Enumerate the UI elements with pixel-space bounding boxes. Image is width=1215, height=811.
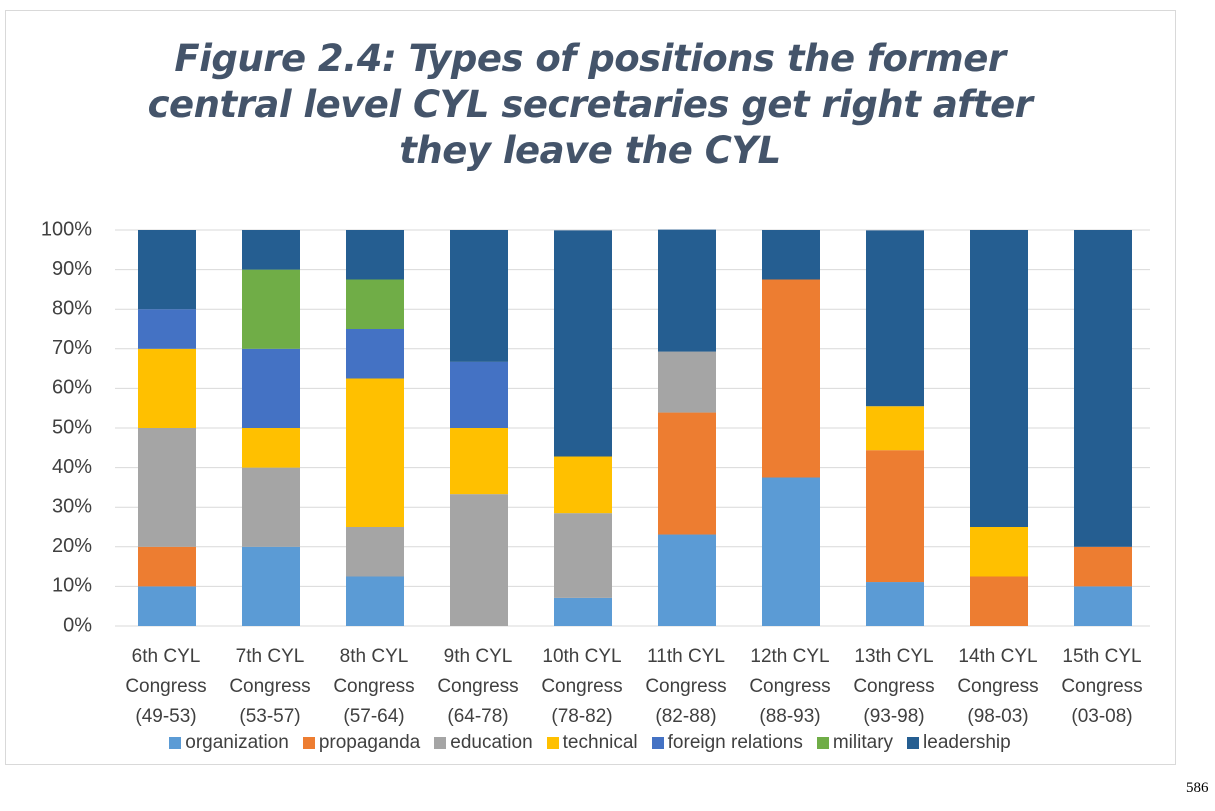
bar-segment <box>242 467 300 547</box>
bar-segment <box>242 348 300 428</box>
bar-segment <box>970 576 1028 626</box>
bar-segment <box>762 279 820 478</box>
legend-label: organization <box>185 732 289 753</box>
bar-segment <box>138 428 196 547</box>
legend-item: technical <box>546 732 638 754</box>
legend-item: leadership <box>907 732 1011 754</box>
bar-segment <box>242 230 300 270</box>
legend-label: education <box>450 732 533 753</box>
chart-title: Figure 2.4: Types of positions the forme… <box>147 37 1033 172</box>
y-tick-label: 60% <box>52 377 92 399</box>
bar-segment <box>138 586 196 626</box>
y-tick-label: 40% <box>52 456 92 478</box>
bar-segment <box>346 527 404 577</box>
legend-item: military <box>816 732 894 754</box>
bar-segment <box>866 582 924 626</box>
bar-segment <box>346 378 404 527</box>
bar-segment <box>866 450 924 583</box>
x-tick-label: 10th CYL Congress (78-82) <box>541 646 623 727</box>
bar-segment <box>1074 586 1132 626</box>
legend-label: propaganda <box>318 732 421 753</box>
legend: organization propaganda education technical… <box>5 732 1175 754</box>
y-tick-label: 20% <box>52 535 92 557</box>
bar-segment <box>346 230 404 280</box>
bar-segment <box>450 361 508 428</box>
page-number: 586 <box>1186 780 1209 796</box>
bar-segment <box>658 229 716 352</box>
legend-item: organization <box>169 732 289 754</box>
legend-swatch <box>434 737 447 749</box>
y-tick-label: 100% <box>41 218 92 240</box>
y-tick-label: 90% <box>52 258 92 280</box>
bar-segment <box>138 348 196 428</box>
y-tick-label: 50% <box>52 416 92 438</box>
bar-segment <box>242 269 300 349</box>
bar-segment <box>138 546 196 587</box>
bar-segment <box>1074 230 1132 547</box>
legend-swatch <box>546 737 559 749</box>
legend-label: technical <box>562 732 638 753</box>
legend-item: foreign relations <box>651 732 803 754</box>
bar-segment <box>658 534 716 626</box>
legend-swatch <box>816 737 829 749</box>
x-tick-label: 8th CYL Congress (57-64) <box>333 646 415 727</box>
bar-segment <box>138 309 196 349</box>
bar-segment <box>450 428 508 495</box>
bar-segment <box>1074 546 1132 587</box>
bar-segment <box>658 412 716 535</box>
x-tick-label: 13th CYL Congress (93-98) <box>853 646 935 727</box>
bar-segment <box>762 230 820 280</box>
bar-segment <box>138 230 196 310</box>
legend-swatch <box>302 737 315 749</box>
bar-segment <box>554 230 612 457</box>
legend-swatch <box>651 737 664 749</box>
x-tick-label: 14th CYL Congress (98-03) <box>957 646 1039 727</box>
legend-swatch <box>907 737 920 749</box>
x-tick-label: 7th CYL Congress (53-57) <box>229 646 311 727</box>
bar-segment <box>554 513 612 598</box>
bar-segment <box>554 597 612 626</box>
bar-segment <box>346 576 404 626</box>
chart-border <box>5 10 1176 765</box>
bar-segment <box>970 527 1028 577</box>
bar-segment <box>346 279 404 329</box>
legend-label: military <box>832 732 894 753</box>
bar-segment <box>866 230 924 407</box>
bar-segment <box>970 230 1028 527</box>
y-tick-label: 70% <box>52 337 92 359</box>
x-tick-label: 15th CYL Congress (03-08) <box>1061 646 1143 727</box>
bar-segment <box>450 230 508 362</box>
bar-segment <box>242 546 300 626</box>
bar-segment <box>554 456 612 514</box>
x-tick-label: 12th CYL Congress (88-93) <box>749 646 831 727</box>
bar-segment <box>346 329 404 379</box>
bar-segment <box>866 406 924 451</box>
bar-segment <box>658 351 716 413</box>
legend-label: leadership <box>923 732 1011 753</box>
x-tick-label: 9th CYL Congress (64-78) <box>437 646 519 727</box>
y-tick-label: 30% <box>52 495 92 517</box>
bar-segment <box>762 477 820 626</box>
y-tick-label: 80% <box>52 297 92 319</box>
legend-item: education <box>434 732 533 754</box>
bar-segment <box>242 428 300 468</box>
legend-label: foreign relations <box>667 732 803 753</box>
y-tick-label: 0% <box>63 614 92 636</box>
x-tick-label: 11th CYL Congress (82-88) <box>645 646 727 727</box>
x-tick-label: 6th CYL Congress (49-53) <box>125 646 207 727</box>
bar-segment <box>450 494 508 626</box>
legend-swatch <box>169 737 182 749</box>
y-tick-label: 10% <box>52 575 92 597</box>
legend-item: propaganda <box>302 732 421 754</box>
